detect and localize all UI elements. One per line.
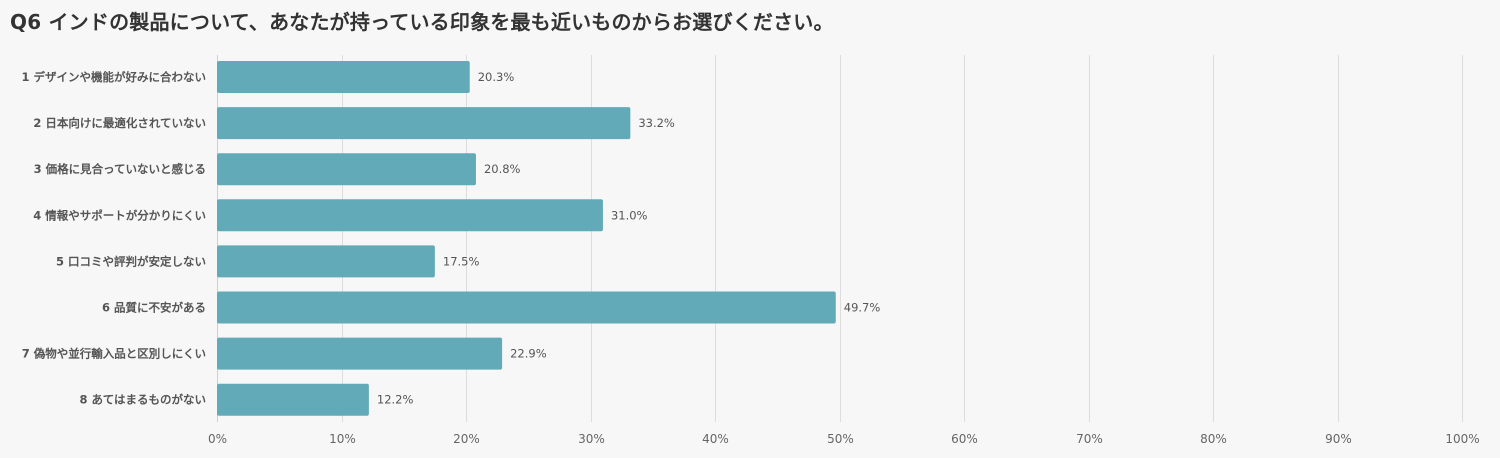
chart-title: Q6 インドの製品について、あなたが持っている印象を最も近いものからお選びくださ… bbox=[10, 10, 834, 34]
category-labels: 1 デザインや機能が好みに合わない 2 日本向けに最適化されていない 3 価格に見合… bbox=[21, 70, 206, 407]
bar bbox=[217, 107, 631, 140]
value-labels: 20.3% 33.2% 20.8% 31.0% 17.5% 49.7% 22.9% 12.2% bbox=[377, 70, 880, 407]
bar bbox=[217, 61, 470, 93]
value-label: 31.0% bbox=[611, 208, 648, 222]
x-tick-label: 100% bbox=[1445, 432, 1479, 446]
bar bbox=[217, 337, 503, 370]
category-label: 5 口コミや評判が安定しない bbox=[56, 254, 206, 268]
value-label: 49.7% bbox=[844, 301, 881, 315]
category-label: 1 デザインや機能が好みに合わない bbox=[21, 70, 206, 84]
bar bbox=[217, 383, 369, 416]
x-tick-label: 70% bbox=[1076, 432, 1103, 446]
value-label: 12.2% bbox=[377, 393, 414, 407]
x-tick-label: 30% bbox=[578, 432, 605, 446]
bar bbox=[217, 291, 836, 324]
bar bbox=[217, 153, 476, 186]
category-label: 8 あてはまるものがない bbox=[79, 393, 206, 407]
x-tick-label: 40% bbox=[702, 432, 729, 446]
bar bbox=[217, 245, 435, 278]
value-label: 17.5% bbox=[443, 254, 480, 268]
x-axis-ticks: 0% 10% 20% 30% 40% 50% 60% 70% 80% 90% 100% bbox=[208, 432, 1480, 446]
value-label: 20.3% bbox=[478, 70, 515, 84]
value-label: 20.8% bbox=[484, 162, 521, 176]
x-tick-label: 0% bbox=[208, 432, 227, 446]
value-label: 22.9% bbox=[510, 347, 547, 361]
x-tick-label: 90% bbox=[1325, 432, 1352, 446]
category-label: 7 偽物や並行輸入品と区別しにくい bbox=[22, 347, 206, 361]
x-tick-label: 80% bbox=[1200, 432, 1227, 446]
category-label: 4 情報やサポートが分かりにくい bbox=[33, 208, 206, 222]
category-label: 6 品質に不安がある bbox=[102, 301, 206, 315]
bar bbox=[217, 199, 603, 232]
x-tick-label: 60% bbox=[951, 432, 978, 446]
x-tick-label: 50% bbox=[827, 432, 854, 446]
category-label: 2 日本向けに最適化されていない bbox=[33, 116, 206, 130]
x-tick-label: 10% bbox=[329, 432, 356, 446]
bars bbox=[217, 61, 836, 416]
x-tick-label: 20% bbox=[453, 432, 480, 446]
value-label: 33.2% bbox=[638, 116, 675, 130]
category-label: 3 価格に見合っていないと感じる bbox=[34, 162, 206, 176]
